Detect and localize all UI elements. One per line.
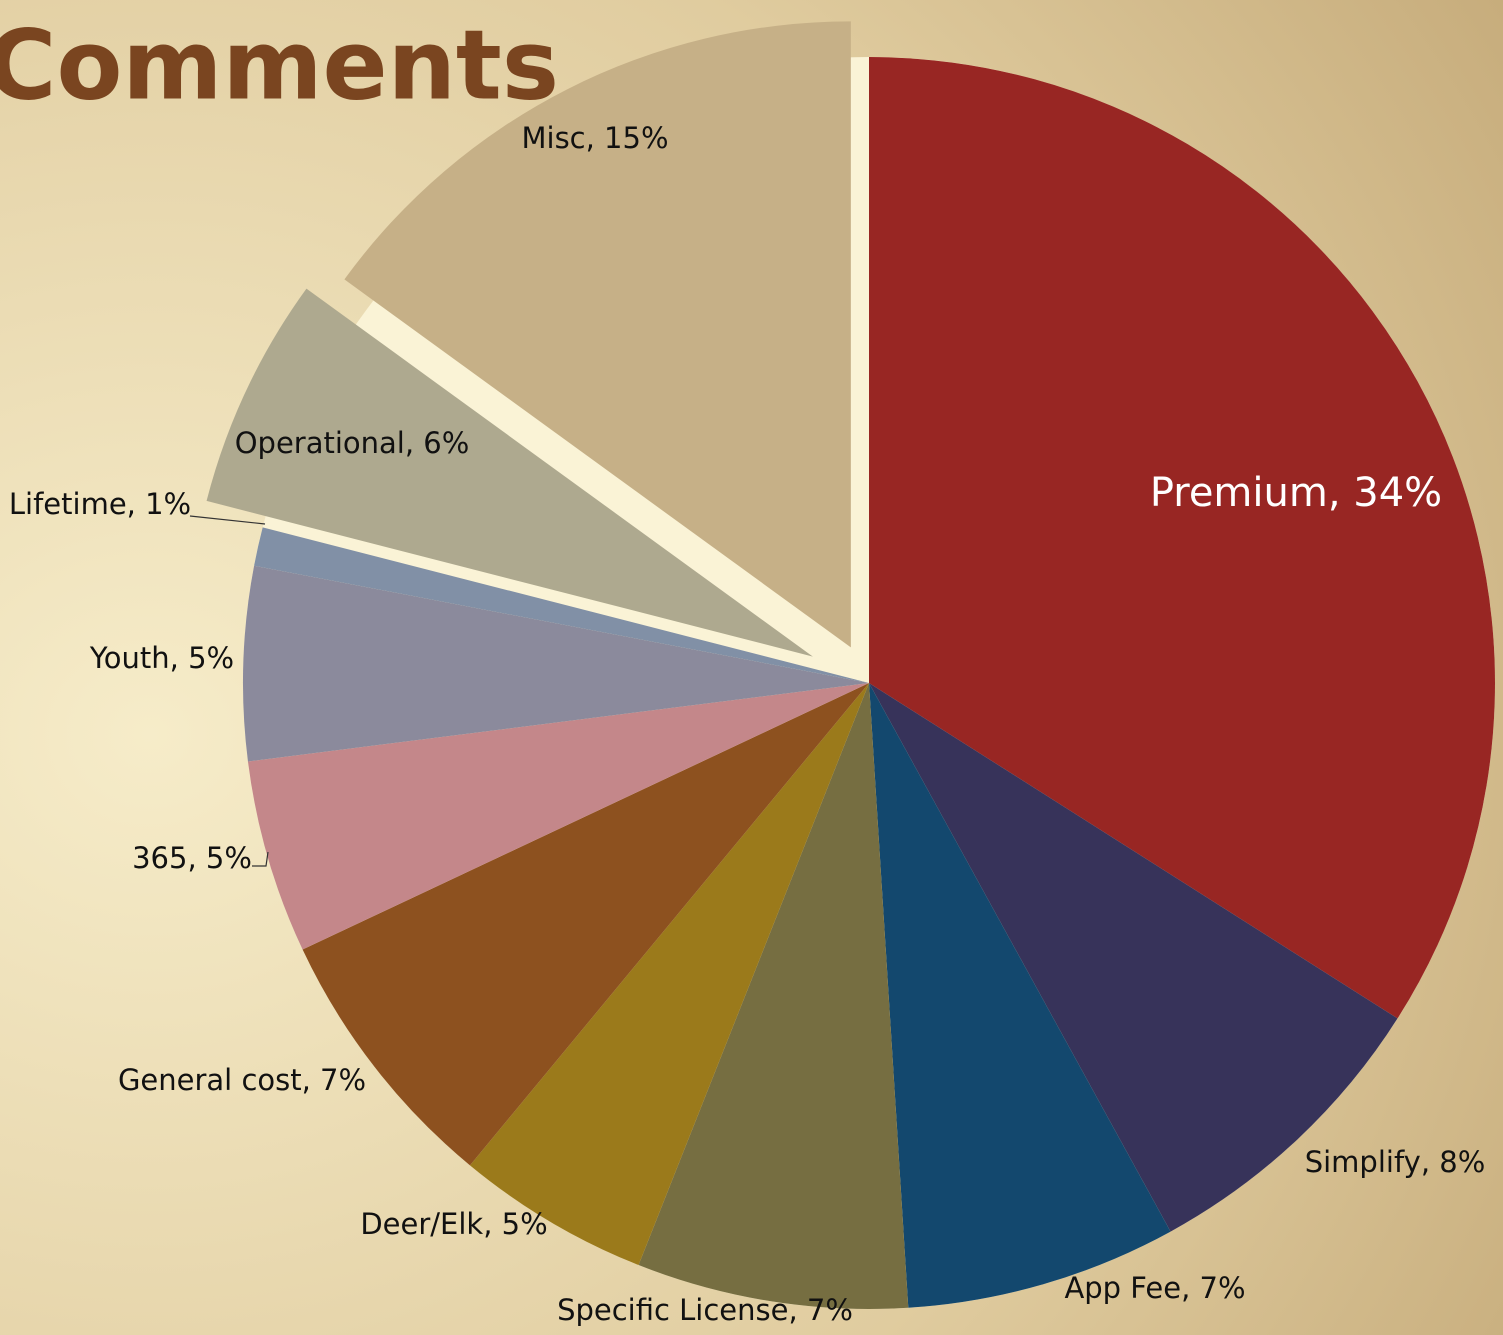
pie-slice <box>344 21 851 648</box>
data-label: App Fee, 7% <box>1064 1271 1245 1305</box>
pie-slice <box>206 288 813 657</box>
data-label: Simplify, 8% <box>1305 1145 1486 1179</box>
data-label: Misc, 15% <box>521 121 668 155</box>
data-label: 365, 5% <box>132 841 252 875</box>
pie-slice <box>869 683 1171 1308</box>
data-label: Deer/Elk, 5% <box>360 1207 547 1241</box>
data-label: Premium, 34% <box>1150 470 1442 516</box>
leader-line <box>252 851 269 867</box>
pie-slice <box>302 683 870 1166</box>
leader-line <box>189 515 266 525</box>
pie-slice <box>869 57 1495 1019</box>
pie-slice <box>243 565 869 762</box>
data-label: General cost, 7% <box>118 1063 366 1097</box>
chart-title: Comments <box>0 9 559 121</box>
pie <box>206 21 1495 1309</box>
data-label: Lifetime, 1% <box>9 487 191 521</box>
data-label: Youth, 5% <box>89 641 234 675</box>
pie-slice <box>469 683 869 1266</box>
pie-slice <box>254 527 869 683</box>
pie-slice <box>247 683 869 950</box>
data-label: Operational, 6% <box>235 426 470 460</box>
data-label: Specific License, 7% <box>557 1293 853 1327</box>
pie-slice <box>638 683 909 1309</box>
pie-slice <box>869 683 1398 1232</box>
